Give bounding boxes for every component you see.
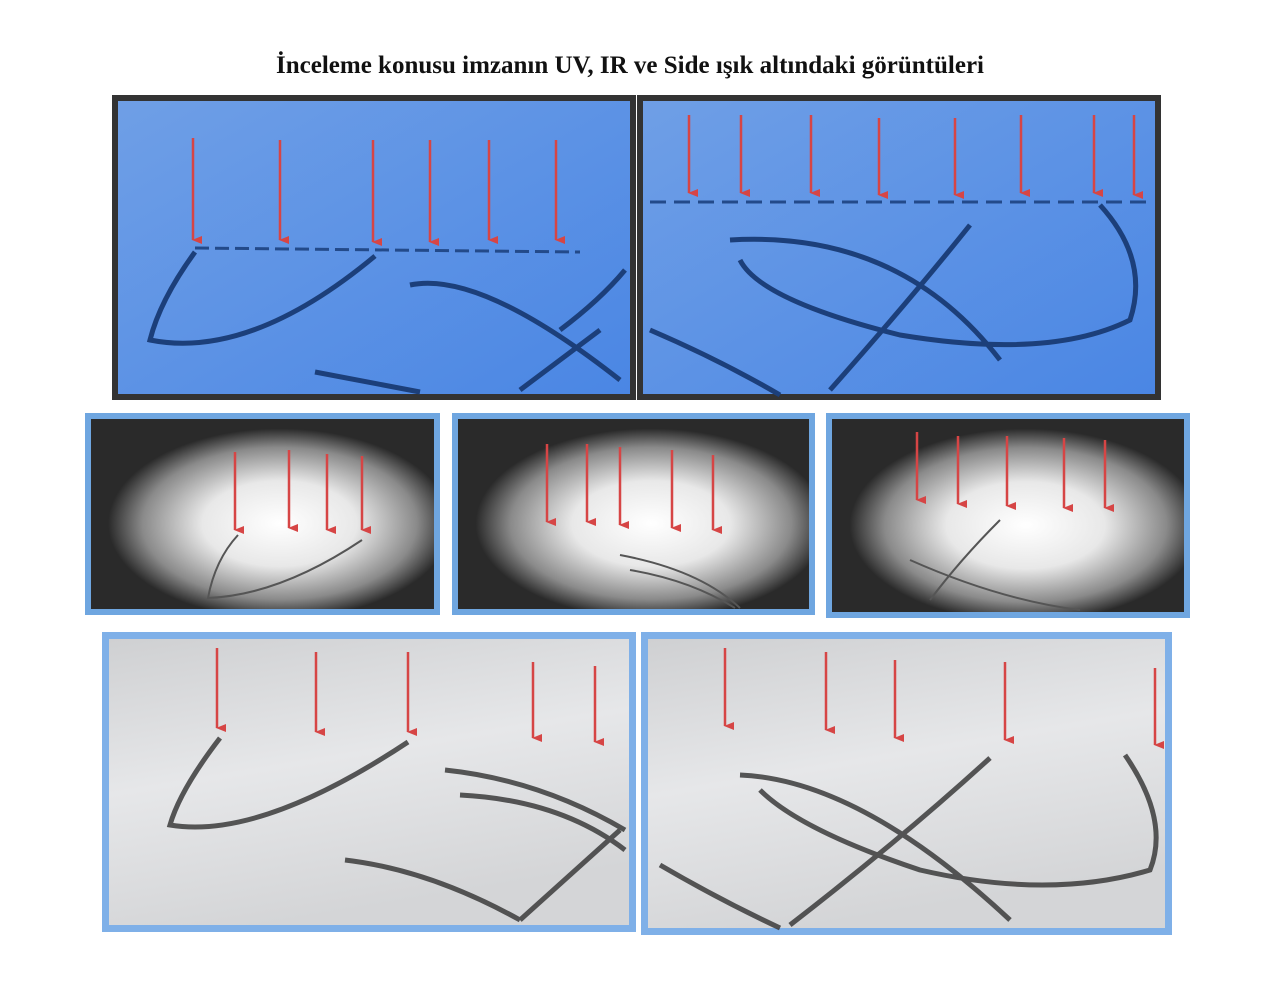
side-panel-1: [102, 632, 636, 932]
ir-panel-3: [826, 413, 1190, 618]
ir-panel-2: [452, 413, 815, 615]
ir-panel-1: [85, 413, 440, 615]
title: İnceleme konusu imzanın UV, IR ve Side ı…: [276, 52, 984, 79]
side-panel-2: [641, 632, 1172, 935]
uv-panel-1: [112, 95, 636, 400]
uv-panel-2: [637, 95, 1161, 400]
